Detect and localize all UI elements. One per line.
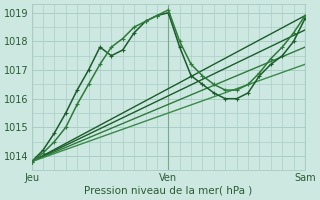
X-axis label: Pression niveau de la mer( hPa ): Pression niveau de la mer( hPa ): [84, 186, 252, 196]
